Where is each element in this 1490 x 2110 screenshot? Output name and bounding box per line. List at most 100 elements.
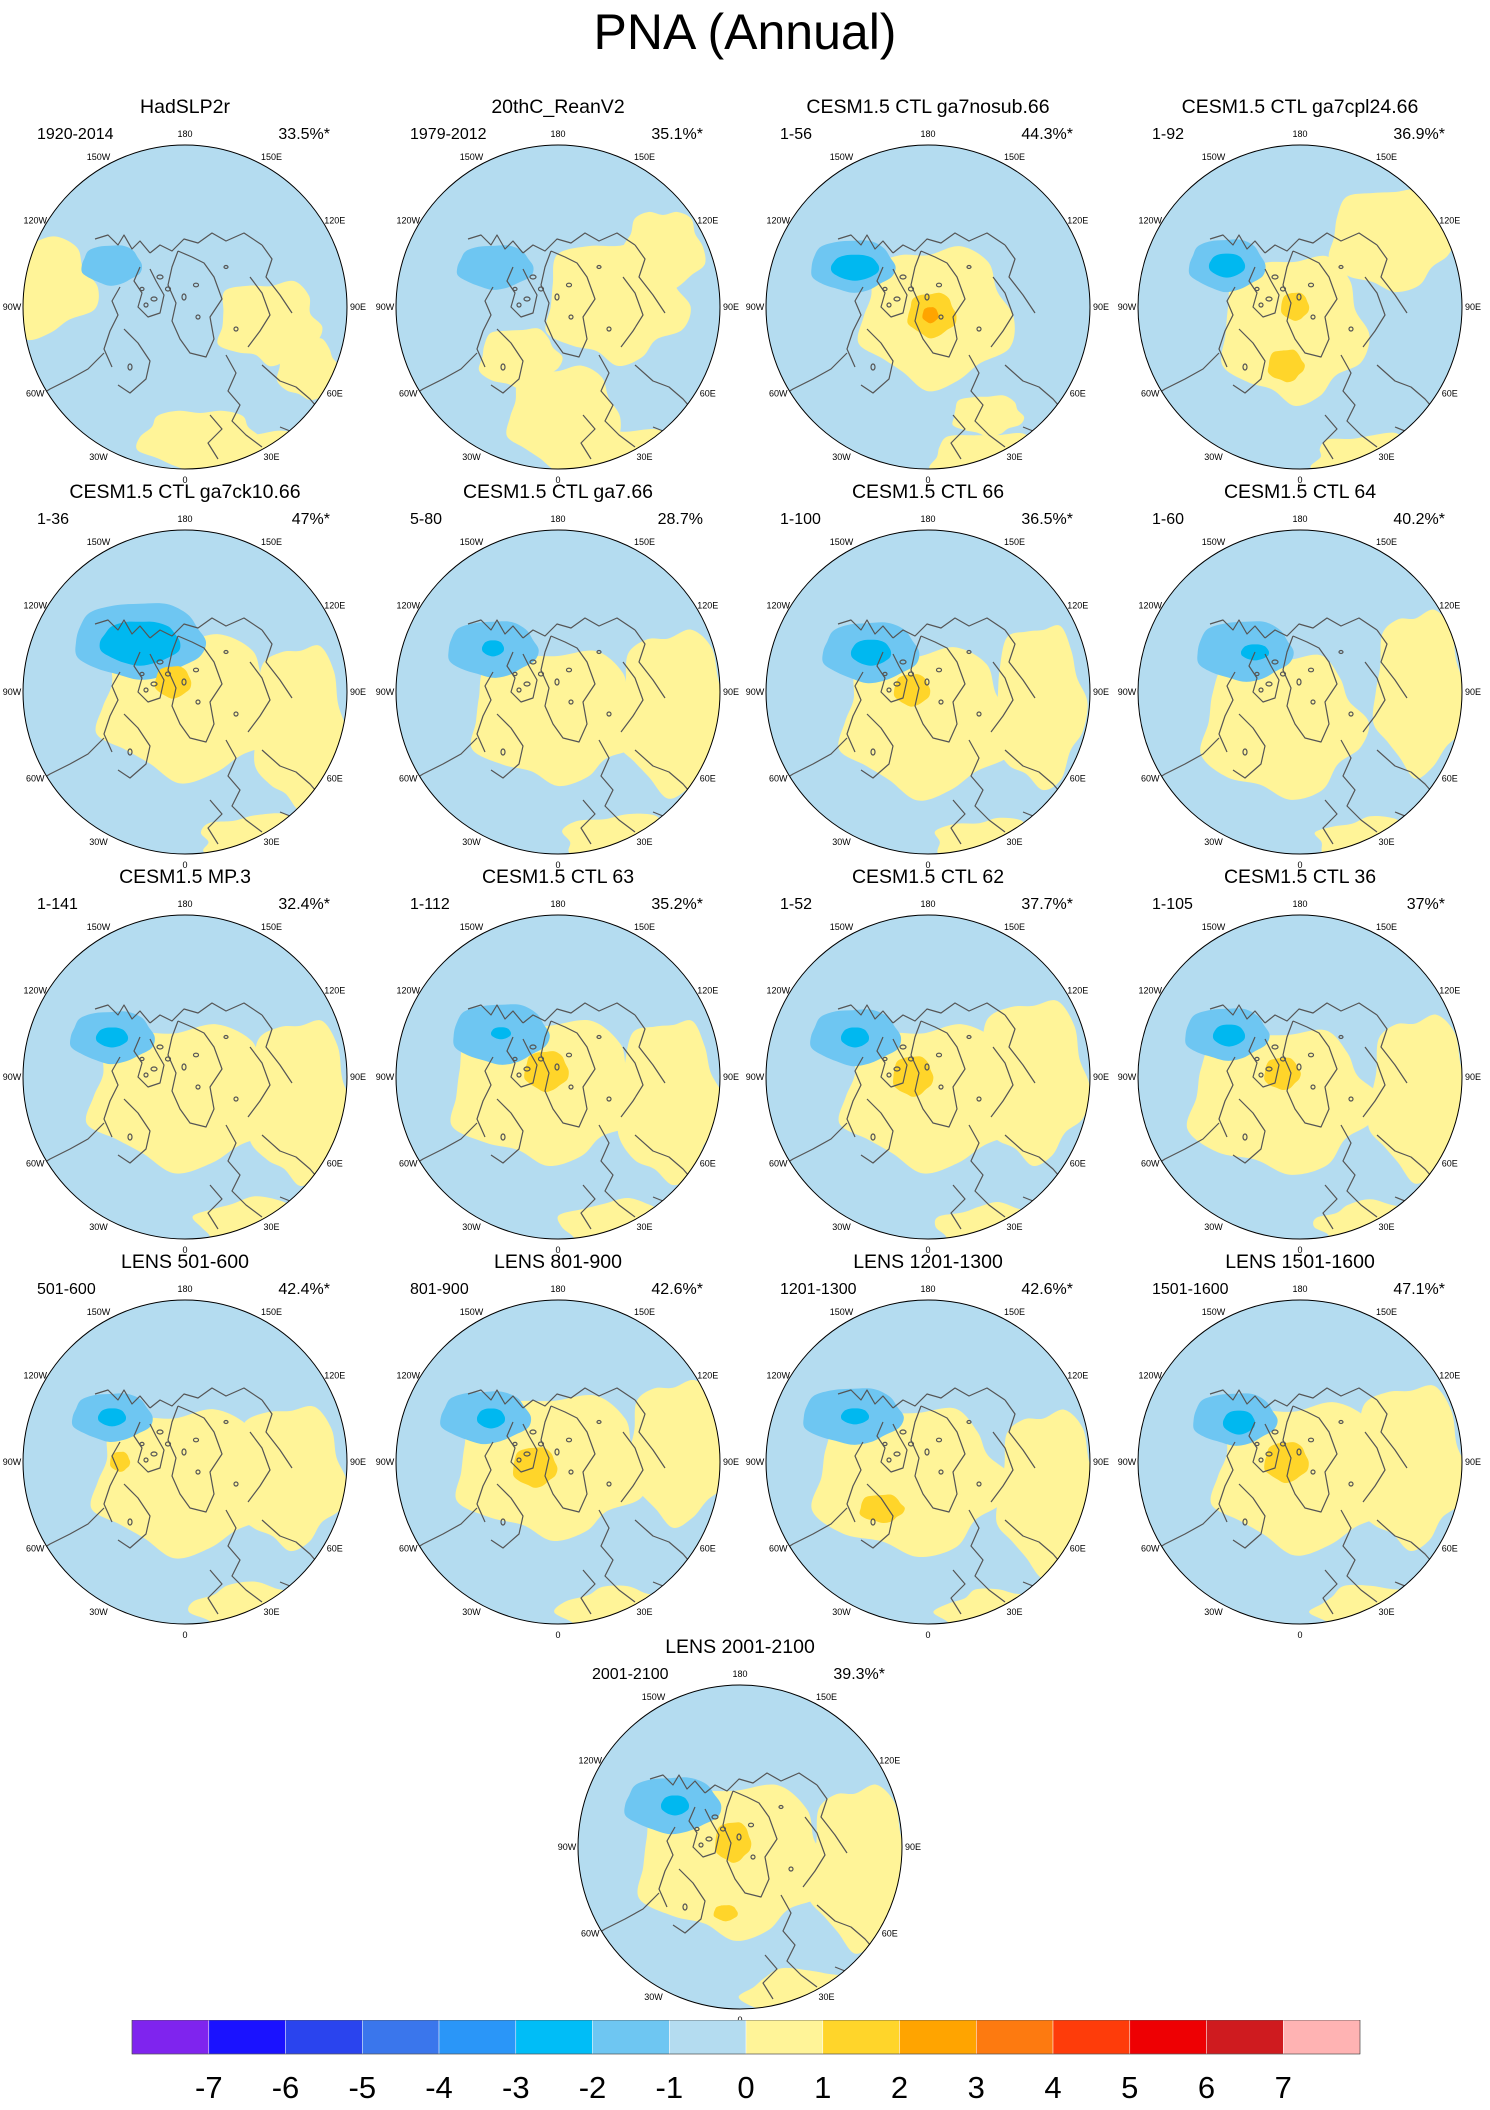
colorbar-tick-label: 6: [1198, 2070, 1215, 2105]
longitude-label: 180: [177, 514, 192, 524]
map-border: [22, 914, 348, 1240]
map-panel: CESM1.5 CTL 66 1-100 36.5%* 180 150E 120E 90E 6…: [743, 480, 1113, 870]
longitude-label: 120E: [697, 216, 718, 226]
longitude-label: 150W: [1202, 922, 1226, 932]
longitude-label: 150E: [261, 537, 282, 547]
panel-period: 1979-2012: [410, 126, 487, 143]
longitude-label: 60E: [1442, 389, 1458, 399]
negative-anomaly-core: [1212, 1024, 1246, 1047]
longitude-label: 30W: [832, 1222, 851, 1232]
longitude-label: 60W: [26, 774, 45, 784]
longitude-label: 0: [182, 860, 187, 870]
longitude-label: 180: [177, 1284, 192, 1294]
map-border: [1137, 914, 1463, 1240]
longitude-label: 60E: [1070, 389, 1086, 399]
polar-map: 180 150E 120E 90E 60E 30E 0 30W 60W 90W 120W 150W: [1118, 129, 1481, 485]
longitude-label: 90W: [746, 1457, 765, 1467]
polar-map: 180 150E 120E 90E 60E 30E 0 30W 60W 90W 120W 150W: [376, 129, 739, 485]
longitude-label: 60E: [327, 1544, 343, 1554]
longitude-label: 90W: [558, 1842, 577, 1852]
longitude-label: 180: [177, 129, 192, 139]
positive-anomaly-region: [1372, 609, 1462, 779]
coastlines: [33, 232, 323, 460]
longitude-label: 60W: [1141, 1159, 1160, 1169]
longitude-label: 90W: [3, 687, 22, 697]
longitude-label: 30W: [832, 452, 851, 462]
longitude-label: 60W: [399, 1159, 418, 1169]
longitude-label: 90E: [723, 302, 739, 312]
panel-title: LENS 1201-1300: [853, 1251, 1003, 1273]
longitude-label: 120E: [1067, 216, 1088, 226]
longitude-label: 150E: [1376, 152, 1397, 162]
longitude-label: 150W: [87, 537, 111, 547]
map-border: [1137, 144, 1463, 470]
map-panel: CESM1.5 CTL ga7nosub.66 1-56 44.3%* 180 150E…: [743, 95, 1113, 485]
longitude-label: 0: [925, 1245, 930, 1255]
colorbar-tick-label: -3: [502, 2070, 530, 2105]
longitude-label: 30E: [636, 1222, 652, 1232]
panel-title: CESM1.5 MP.3: [119, 866, 251, 888]
colorbar-tick-label: 1: [814, 2070, 831, 2105]
polar-map: 180 150E 120E 90E 60E 30E 0 30W 60W 90W 120W 150W: [376, 899, 739, 1255]
panel-variance-percent: 37.7%*: [1021, 896, 1073, 913]
negative-anomaly-core: [99, 621, 181, 666]
positive-anomaly-region: [565, 428, 691, 469]
polar-map: 180 150E 120E 90E 60E 30E 0 30W 60W 90W 120W 150W: [746, 899, 1109, 1255]
map-panel: LENS 1501-1600 1501-1600 47.1%* 180 150E 120E…: [1115, 1250, 1485, 1640]
longitude-label: 120W: [396, 1371, 420, 1381]
positive-anomaly-region: [808, 1784, 902, 1954]
positive-anomaly-region: [1353, 1385, 1462, 1551]
longitude-label: 30W: [89, 837, 108, 847]
polar-map: 180 150E 120E 90E 60E 30E 0 30W 60W 90W 120W 150W: [746, 1284, 1109, 1640]
colorbar-swatch: [1129, 2020, 1207, 2055]
longitude-label: 90E: [723, 687, 739, 697]
positive-anomaly-core: [110, 1451, 131, 1472]
longitude-label: 30W: [1204, 452, 1223, 462]
map-border: [765, 1299, 1091, 1625]
panel-variance-percent: 42.6%*: [651, 1281, 703, 1298]
positive-anomaly-region: [929, 432, 1058, 469]
longitude-label: 180: [1292, 129, 1307, 139]
panel-title: CESM1.5 CTL 62: [851, 866, 1005, 888]
colorbar-tick-label: -6: [272, 2070, 300, 2105]
longitude-label: 150E: [1376, 1307, 1397, 1317]
colorbar-tick-label: 3: [968, 2070, 985, 2105]
positive-anomaly-region: [1186, 1029, 1382, 1175]
longitude-label: 60W: [26, 1159, 45, 1169]
longitude-label: 30W: [1204, 1222, 1223, 1232]
longitude-label: 120E: [1067, 986, 1088, 996]
polar-map: 180 150E 120E 90E 60E 30E 0 30W 60W 90W 120W 150W: [3, 129, 366, 485]
longitude-label: 150E: [1376, 537, 1397, 547]
longitude-label: 30W: [89, 1222, 108, 1232]
longitude-label: 30E: [1378, 1607, 1394, 1617]
coastlines: [776, 617, 1066, 845]
longitude-label: 60W: [769, 774, 788, 784]
panel-variance-percent: 40.2%*: [1393, 511, 1445, 528]
longitude-label: 180: [920, 1284, 935, 1294]
longitude-label: 0: [1297, 475, 1302, 485]
longitude-label: 60E: [700, 1159, 716, 1169]
colorbar-swatch: [899, 2020, 977, 2055]
longitude-label: 30W: [1204, 837, 1223, 847]
map-border: [395, 529, 721, 855]
positive-anomaly-region: [1221, 255, 1370, 407]
longitude-label: 90E: [905, 1842, 921, 1852]
longitude-label: 0: [182, 475, 187, 485]
map-panel: LENS 801-900 801-900 42.6%* 180 150E 120E 90E 6…: [373, 1250, 743, 1640]
positive-anomaly-region: [620, 211, 706, 295]
longitude-label: 180: [550, 514, 565, 524]
colorbar-swatch: [1206, 2020, 1284, 2055]
panel-period: 1-52: [780, 896, 813, 913]
negative-anomaly-core: [476, 1408, 506, 1429]
longitude-label: 0: [555, 475, 560, 485]
coastlines: [406, 1002, 696, 1230]
longitude-label: 60E: [1442, 1544, 1458, 1554]
colorbar-swatch: [362, 2020, 440, 2055]
longitude-label: 60W: [769, 1159, 788, 1169]
positive-anomaly-region: [276, 338, 340, 401]
panel-title: CESM1.5 CTL 66: [851, 481, 1005, 503]
longitude-label: 180: [1292, 514, 1307, 524]
map-panel: CESM1.5 CTL 62 1-52 37.7%* 180 150E 120E 90E 60…: [743, 865, 1113, 1255]
panel-title: CESM1.5 CTL 36: [1223, 866, 1377, 888]
positive-anomaly-region: [562, 813, 691, 854]
